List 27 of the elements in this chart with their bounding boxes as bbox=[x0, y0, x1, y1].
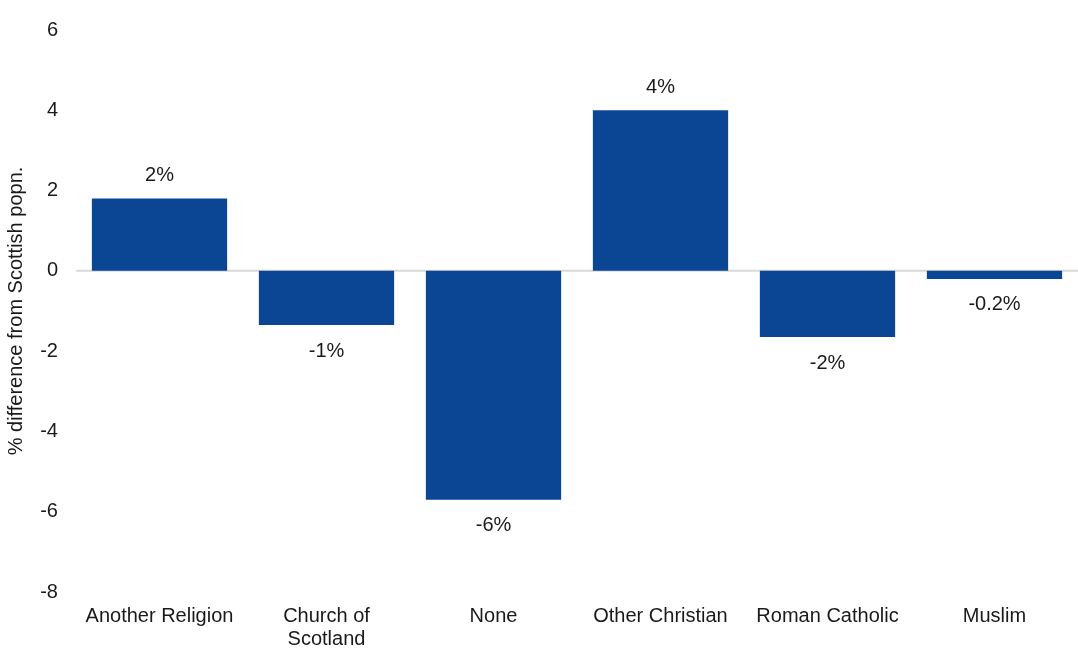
y-tick-label: 4 bbox=[46, 97, 58, 120]
x-tick-label: Church of Scotland bbox=[283, 604, 371, 650]
bar bbox=[258, 270, 395, 326]
data-label: -0.2% bbox=[968, 292, 1021, 315]
x-tick-label: Other Christian bbox=[593, 604, 728, 627]
y-tick-label: -2 bbox=[40, 338, 58, 361]
data-label: -1% bbox=[308, 338, 345, 361]
bar bbox=[91, 198, 228, 271]
x-tick-label: Muslim bbox=[962, 604, 1027, 627]
y-tick-label: 6 bbox=[46, 17, 58, 40]
bar bbox=[759, 270, 896, 338]
x-tick-label: Roman Catholic bbox=[756, 604, 899, 627]
y-tick-label: 0 bbox=[46, 258, 58, 281]
data-label: -2% bbox=[809, 350, 846, 373]
bar bbox=[592, 110, 729, 271]
bar bbox=[425, 270, 562, 500]
bar bbox=[926, 270, 1063, 279]
x-tick-label: Another Religion bbox=[85, 604, 234, 627]
x-tick-label: None bbox=[469, 604, 518, 627]
y-tick-label: -4 bbox=[40, 418, 58, 441]
data-label: -6% bbox=[475, 513, 512, 536]
y-tick-label: 2 bbox=[46, 178, 58, 201]
data-label: 4% bbox=[646, 74, 676, 97]
y-tick-label: -6 bbox=[40, 499, 58, 522]
y-tick-label: -8 bbox=[40, 579, 58, 602]
y-axis-title: % difference from Scottish popn. bbox=[3, 166, 26, 456]
data-label: 2% bbox=[145, 163, 175, 186]
